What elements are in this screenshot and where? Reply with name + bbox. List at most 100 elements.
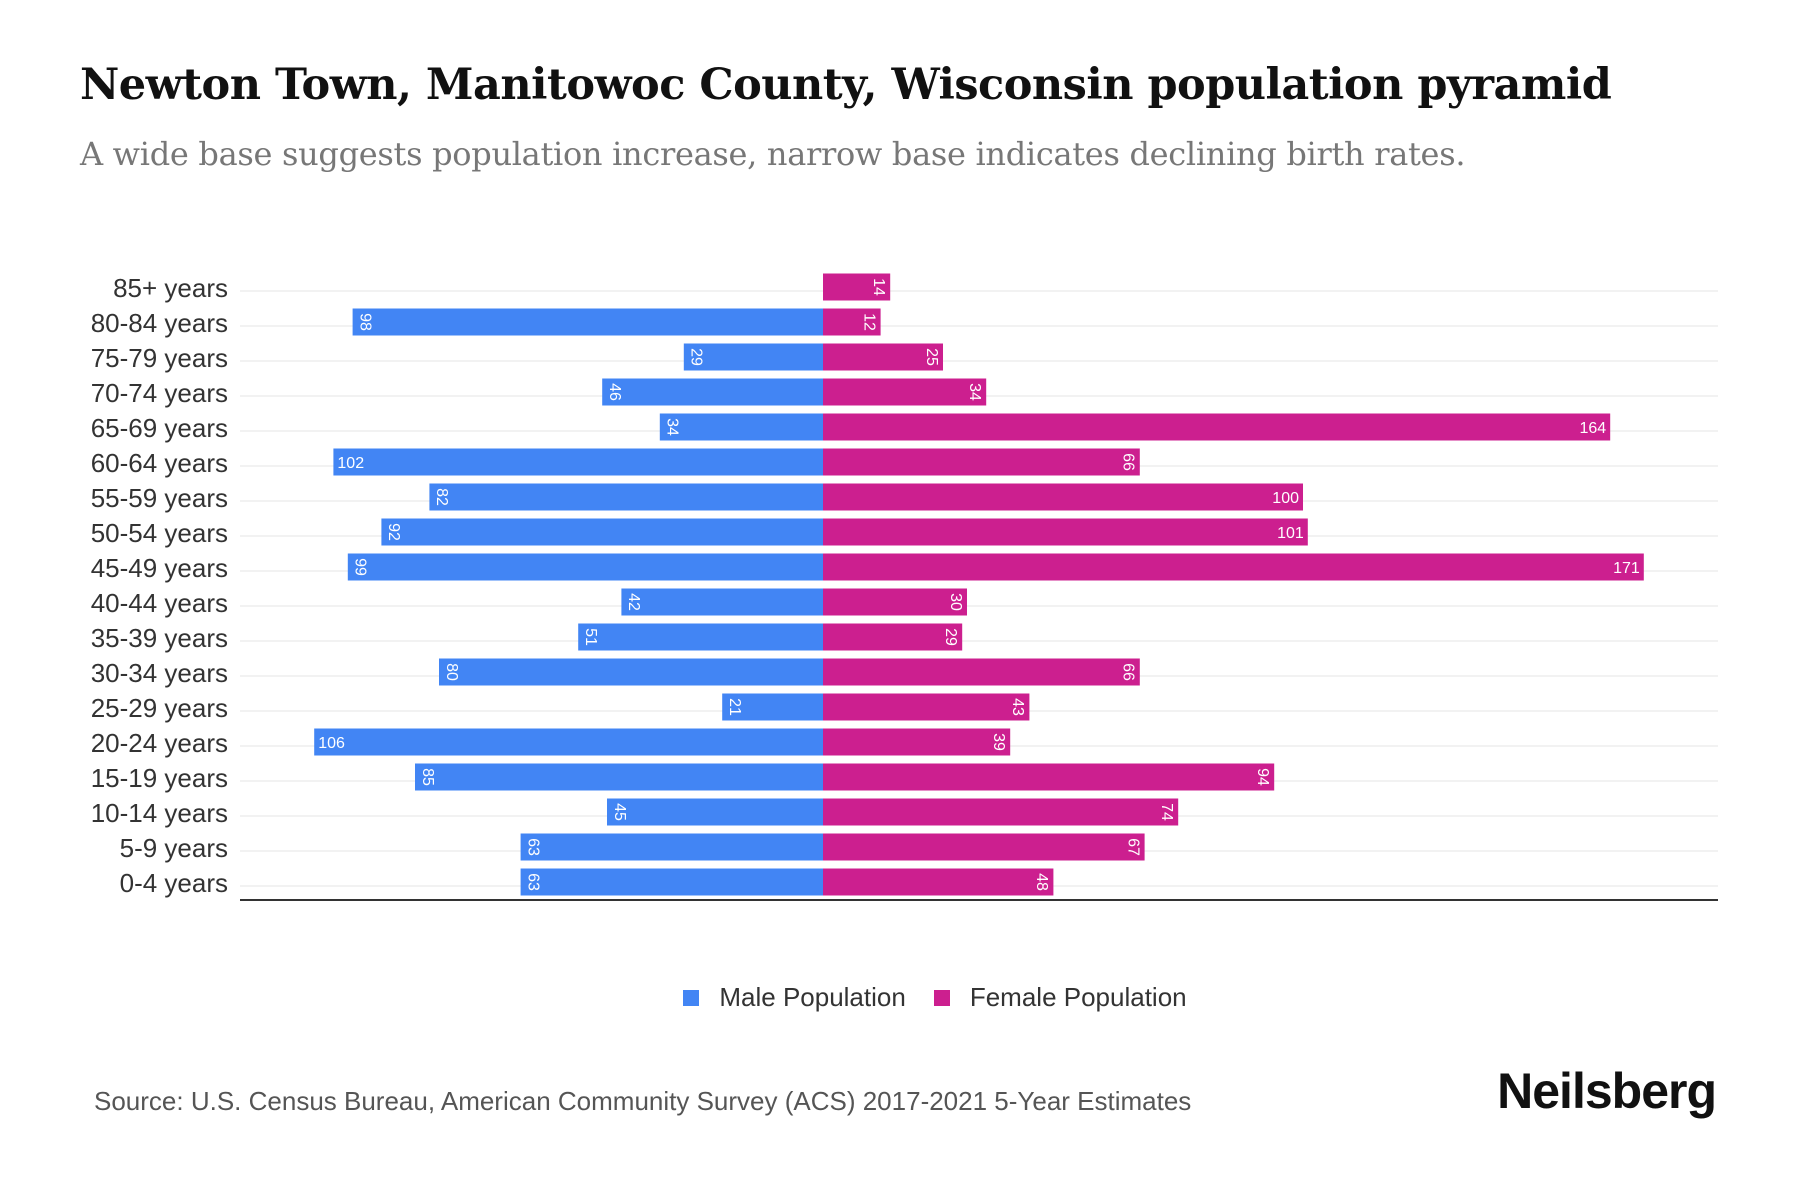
female-bar xyxy=(823,728,1011,756)
male-data-label: 34 xyxy=(664,418,681,436)
male-bar xyxy=(429,483,823,511)
y-tick-label: 85+ years xyxy=(113,273,228,303)
male-bar xyxy=(602,378,823,406)
male-bar xyxy=(621,588,823,616)
y-tick-label: 30-34 years xyxy=(91,658,228,688)
male-bar xyxy=(722,693,823,721)
male-bar xyxy=(381,518,823,546)
y-tick-label: 80-84 years xyxy=(91,308,228,338)
y-tick-label: 0-4 years xyxy=(120,868,228,898)
y-tick-label: 15-19 years xyxy=(91,763,228,793)
female-data-label: 101 xyxy=(1277,525,1304,542)
male-data-label: 63 xyxy=(524,873,541,891)
legend: Male Population Female Population xyxy=(0,982,1800,1013)
legend-swatch-female xyxy=(933,989,950,1006)
y-tick-label: 40-44 years xyxy=(91,588,228,618)
male-bar xyxy=(352,308,823,336)
female-bar xyxy=(823,658,1140,686)
male-bar xyxy=(347,553,823,581)
male-bar xyxy=(607,798,823,826)
female-bar xyxy=(823,553,1644,581)
neilsberg-logo: Neilsberg xyxy=(1497,1063,1717,1119)
female-bar xyxy=(823,833,1145,861)
y-tick-label: 10-14 years xyxy=(91,798,228,828)
male-bar xyxy=(659,413,823,441)
female-bar xyxy=(823,518,1308,546)
female-data-label: 43 xyxy=(1009,698,1026,716)
female-data-label: 94 xyxy=(1254,768,1271,786)
y-tick-label: 5-9 years xyxy=(120,833,228,863)
female-data-label: 34 xyxy=(966,383,983,401)
female-data-label: 14 xyxy=(870,278,887,296)
y-tick-label: 60-64 years xyxy=(91,448,228,478)
female-data-label: 25 xyxy=(923,348,940,366)
female-bar xyxy=(823,763,1275,791)
female-bar xyxy=(823,588,967,616)
male-bar xyxy=(520,833,823,861)
male-bar xyxy=(578,623,823,651)
female-data-label: 39 xyxy=(990,733,1007,751)
chart-subtitle: A wide base suggests population increase… xyxy=(80,135,1466,173)
legend-item-female[interactable]: Female Population xyxy=(933,982,1187,1013)
female-bar xyxy=(823,868,1054,896)
female-bar xyxy=(823,798,1179,826)
legend-label-female: Female Population xyxy=(969,982,1187,1012)
female-bar xyxy=(823,483,1303,511)
male-data-label: 82 xyxy=(433,488,450,506)
y-tick-label: 55-59 years xyxy=(91,483,228,513)
female-data-label: 67 xyxy=(1124,838,1141,856)
male-data-label: 85 xyxy=(419,768,436,786)
female-data-label: 48 xyxy=(1033,873,1050,891)
source-note: Source: U.S. Census Bureau, American Com… xyxy=(94,1086,1192,1116)
male-bar xyxy=(333,448,823,476)
y-tick-label: 75-79 years xyxy=(91,343,228,373)
male-data-label: 102 xyxy=(337,455,364,472)
male-bar xyxy=(520,868,823,896)
female-bar xyxy=(823,378,987,406)
female-bar xyxy=(823,448,1140,476)
male-data-label: 46 xyxy=(606,383,623,401)
female-bar xyxy=(823,623,963,651)
female-bar xyxy=(823,273,891,301)
female-data-label: 29 xyxy=(942,628,959,646)
legend-item-male[interactable]: Male Population xyxy=(683,982,906,1013)
male-data-label: 98 xyxy=(356,313,373,331)
female-data-label: 30 xyxy=(947,593,964,611)
y-tick-label: 65-69 years xyxy=(91,413,228,443)
male-data-label: 99 xyxy=(352,558,369,576)
female-bar xyxy=(823,308,881,336)
male-data-label: 45 xyxy=(611,803,628,821)
male-data-label: 21 xyxy=(726,698,743,716)
y-tick-label: 50-54 years xyxy=(91,518,228,548)
female-data-label: 12 xyxy=(860,313,877,331)
female-bar xyxy=(823,693,1030,721)
female-bar xyxy=(823,413,1611,441)
chart-title: Newton Town, Manitowoc County, Wisconsin… xyxy=(80,60,1612,110)
y-tick-label: 70-74 years xyxy=(91,378,228,408)
y-tick-label: 25-29 years xyxy=(91,693,228,723)
male-bar xyxy=(683,343,823,371)
male-bar xyxy=(415,763,823,791)
male-bar xyxy=(439,658,823,686)
y-tick-label: 35-39 years xyxy=(91,623,228,653)
y-tick-label: 45-49 years xyxy=(91,553,228,583)
female-data-label: 74 xyxy=(1158,803,1175,821)
y-tick-label: 20-24 years xyxy=(91,728,228,758)
male-data-label: 106 xyxy=(318,735,345,752)
male-data-label: 51 xyxy=(582,628,599,646)
male-data-label: 29 xyxy=(688,348,705,366)
population-pyramid-chart: 85+ years 80-84 years 75-79 years 70-74 yea… xyxy=(91,273,1718,901)
female-data-label: 164 xyxy=(1579,420,1606,437)
male-data-label: 63 xyxy=(524,838,541,856)
legend-swatch-male xyxy=(683,989,700,1006)
female-data-label: 171 xyxy=(1613,560,1640,577)
female-bar xyxy=(823,343,943,371)
female-data-label: 66 xyxy=(1120,663,1137,681)
female-data-label: 100 xyxy=(1272,490,1299,507)
female-data-label: 66 xyxy=(1120,453,1137,471)
male-data-label: 80 xyxy=(443,663,460,681)
male-data-label: 92 xyxy=(385,523,402,541)
male-bar xyxy=(314,728,823,756)
male-data-label: 42 xyxy=(625,593,642,611)
legend-label-male: Male Population xyxy=(719,982,906,1012)
